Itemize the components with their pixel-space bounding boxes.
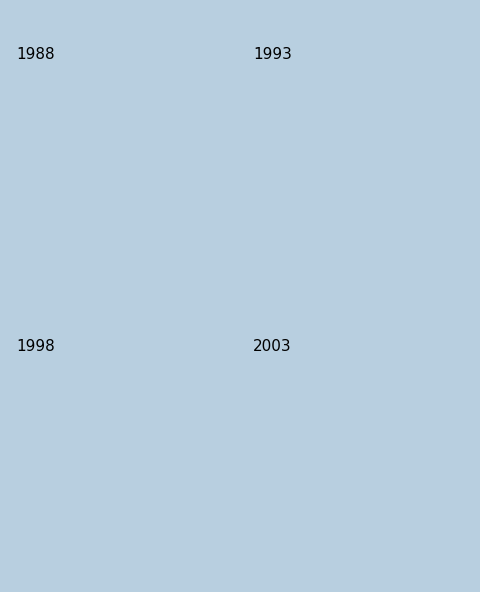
Text: 1988: 1988 — [16, 47, 55, 62]
Text: 1998: 1998 — [16, 339, 55, 354]
Text: 1993: 1993 — [252, 47, 291, 62]
Text: 2003: 2003 — [252, 339, 291, 354]
